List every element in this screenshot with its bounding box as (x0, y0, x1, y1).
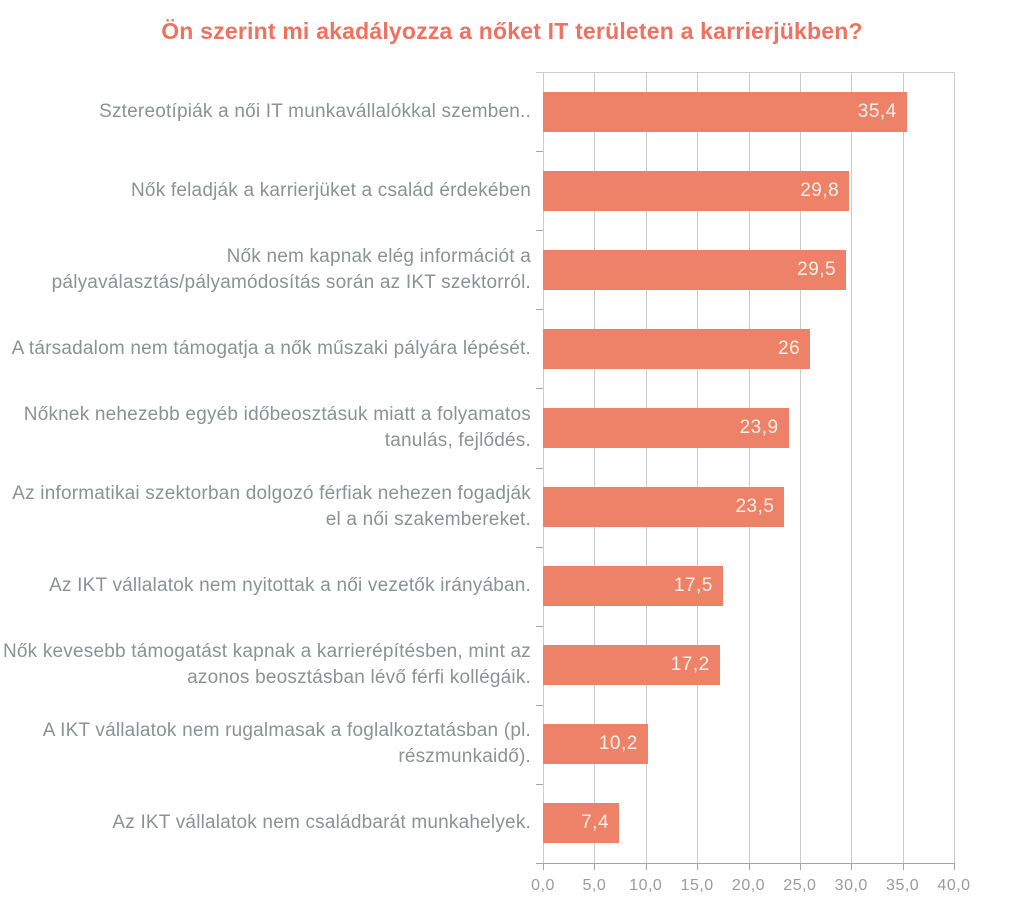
x-axis-tick (799, 863, 801, 870)
y-axis-tick (536, 230, 543, 232)
y-axis-tick (536, 783, 543, 785)
plot-area: 0,0 5,0 10,0 15,0 20,0 25,0 30,0 35,0 40,0 35,4 29… (531, 72, 970, 894)
gridline (954, 72, 955, 863)
x-axis-tick (645, 863, 647, 870)
bar: 23,9 (543, 407, 789, 448)
x-axis-tick (697, 863, 699, 870)
chart-title: Ön szerint mi akadályozza a nőket IT ter… (161, 18, 863, 44)
bar: 10,2 (543, 724, 648, 765)
gridline (799, 72, 801, 863)
x-axis-line (536, 863, 954, 864)
x-axis-tick-label: 0,0 (531, 877, 555, 894)
gridline (543, 72, 544, 863)
bar-value-label: 17,5 (673, 575, 713, 597)
bar-value-label: 23,5 (735, 496, 775, 518)
y-axis-tick (536, 309, 543, 311)
y-axis-tick (536, 151, 543, 153)
bar-value-label: 35,4 (857, 100, 897, 122)
bar-value-label: 10,2 (598, 733, 638, 755)
x-axis-tick-label: 25,0 (783, 877, 817, 894)
gridline (851, 72, 853, 863)
bar-value-label: 26 (778, 337, 801, 359)
bar-value-label: 7,4 (581, 812, 610, 834)
y-axis-tick (536, 546, 543, 548)
gridline (697, 72, 699, 863)
category-label: Az IKT vállalatok nem nyitottak a női ve… (49, 575, 531, 597)
bar-value-label: 23,9 (739, 416, 779, 438)
category-label: Nőknek nehezebb egyéb időbeosztásuk miat… (23, 403, 531, 451)
category-labels-column: Sztereotípiák a női IT munkavállalókkal … (0, 72, 531, 863)
y-axis-tick (536, 467, 543, 469)
bar-value-label: 29,8 (800, 179, 840, 201)
category-label: A társadalom nem támogatja a nők műszaki… (11, 337, 531, 359)
x-axis-tick (954, 863, 955, 870)
x-axis-tick (851, 863, 853, 870)
bar: 7,4 (543, 803, 620, 844)
gridline (645, 72, 647, 863)
category-label: Sztereotípiák a női IT munkavállalókkal … (99, 100, 531, 122)
plot-top-border (536, 72, 954, 73)
bar: 29,8 (543, 170, 850, 211)
bar: 35,4 (543, 91, 907, 132)
category-label: A IKT vállalatok nem rugalmasak a foglal… (42, 720, 531, 768)
x-axis-tick-label: 40,0 (937, 877, 971, 894)
bar-value-label: 17,2 (670, 654, 710, 676)
x-axis-tick (748, 863, 750, 870)
x-axis-tick-label: 10,0 (629, 877, 663, 894)
bar: 26 (543, 328, 811, 369)
category-label: Nők nem kapnak elég információt a pályav… (51, 245, 531, 293)
x-axis-tick (902, 863, 904, 870)
bar: 17,5 (543, 566, 723, 607)
x-axis-tick-label: 15,0 (680, 877, 714, 894)
bar: 17,2 (543, 645, 720, 686)
bar: 29,5 (543, 249, 847, 290)
x-axis-tick (543, 863, 544, 870)
category-label: Nők kevesebb támogatást kapnak a karrier… (2, 641, 531, 689)
y-axis-tick (536, 704, 543, 706)
bar: 23,5 (543, 487, 785, 528)
gridline (748, 72, 750, 863)
x-axis-tick-label: 30,0 (834, 877, 868, 894)
y-axis-tick (536, 388, 543, 390)
x-axis-tick-label: 20,0 (731, 877, 766, 894)
gridline (594, 72, 596, 863)
category-label: Nők feladják a karrierjüket a család érd… (131, 179, 531, 201)
y-axis-tick (536, 625, 543, 627)
x-axis-tick (594, 863, 596, 870)
x-axis-tick-label: 5,0 (582, 877, 607, 894)
category-label: Az IKT vállalatok nem családbarát munkah… (112, 812, 531, 834)
x-axis-tick-label: 35,0 (886, 877, 920, 894)
bar-value-label: 29,5 (797, 258, 837, 280)
category-label: Az informatikai szektorban dolgozó férfi… (12, 483, 531, 531)
gridline (902, 72, 904, 863)
